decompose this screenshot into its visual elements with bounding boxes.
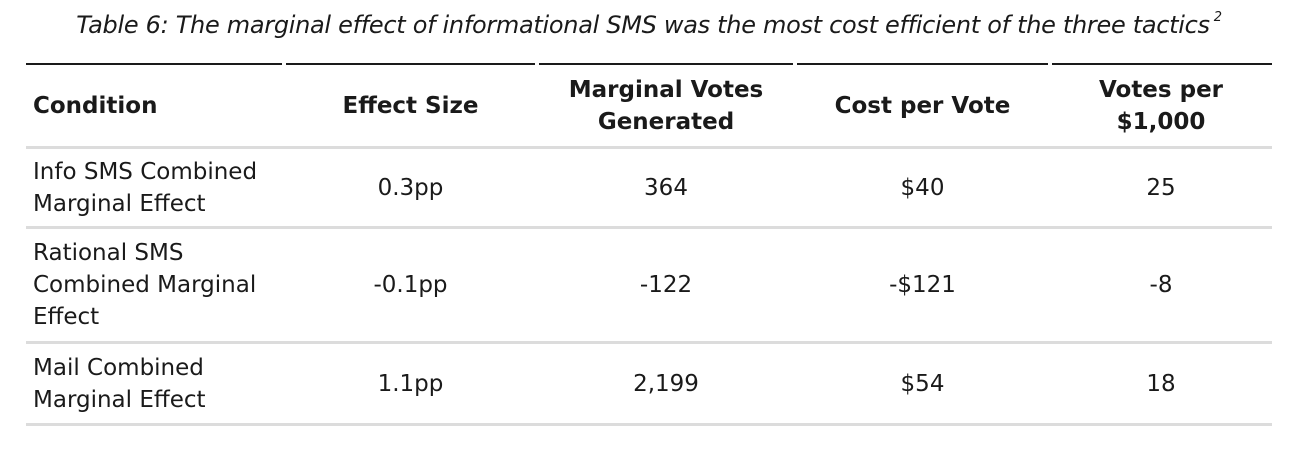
- cell-votes-per-1000: 25: [1146, 174, 1176, 201]
- cell-cost-per-vote: $40: [900, 174, 945, 201]
- table-caption: Table 6: The marginal effect of informat…: [0, 10, 1298, 39]
- table-top-rule: [26, 63, 1272, 66]
- cell-marginal-votes: -122: [639, 272, 693, 298]
- header-condition: Condition: [33, 93, 158, 119]
- header-cost-per-vote: Cost per Vote: [834, 93, 1011, 119]
- cell-effect-size: 1.1pp: [377, 370, 444, 397]
- cell-effect-size: 0.3pp: [377, 174, 444, 201]
- top-rule-segment: [539, 63, 793, 65]
- top-rule-segment: [797, 63, 1048, 65]
- caption-footnote: 2: [1213, 10, 1222, 25]
- table-row: Mail Combined Marginal Effect 1.1pp 2,19…: [26, 343, 1272, 425]
- cell-votes-per-1000: 18: [1146, 370, 1176, 397]
- cell-condition: Rational SMS Combined Marginal Effect: [33, 240, 257, 330]
- header-votes-per-1000: Votes per $1,000: [1098, 77, 1224, 135]
- header-marginal-votes: Marginal Votes Generated: [568, 77, 764, 135]
- cell-cost-per-vote: -$121: [889, 272, 956, 298]
- cell-condition: Info SMS Combined Marginal Effect: [33, 158, 258, 217]
- cell-cost-per-vote: $54: [900, 370, 945, 397]
- top-rule-segment: [1052, 63, 1272, 65]
- caption-text: Table 6: The marginal effect of informat…: [76, 11, 1210, 39]
- cell-marginal-votes: 2,199: [633, 370, 699, 397]
- top-rule-segment: [286, 63, 535, 65]
- cell-effect-size: -0.1pp: [373, 272, 448, 298]
- data-table: Condition Effect Size Marginal Votes Gen…: [26, 66, 1272, 426]
- top-rule-segment: [26, 63, 282, 65]
- table-row: Rational SMS Combined Marginal Effect -0…: [26, 228, 1272, 343]
- header-effect-size: Effect Size: [342, 93, 479, 119]
- cell-marginal-votes: 364: [644, 174, 688, 201]
- cell-condition: Mail Combined Marginal Effect: [33, 354, 206, 413]
- table-row: Info SMS Combined Marginal Effect 0.3pp …: [26, 148, 1272, 228]
- cell-votes-per-1000: -8: [1149, 272, 1173, 298]
- header-row: Condition Effect Size Marginal Votes Gen…: [26, 66, 1272, 148]
